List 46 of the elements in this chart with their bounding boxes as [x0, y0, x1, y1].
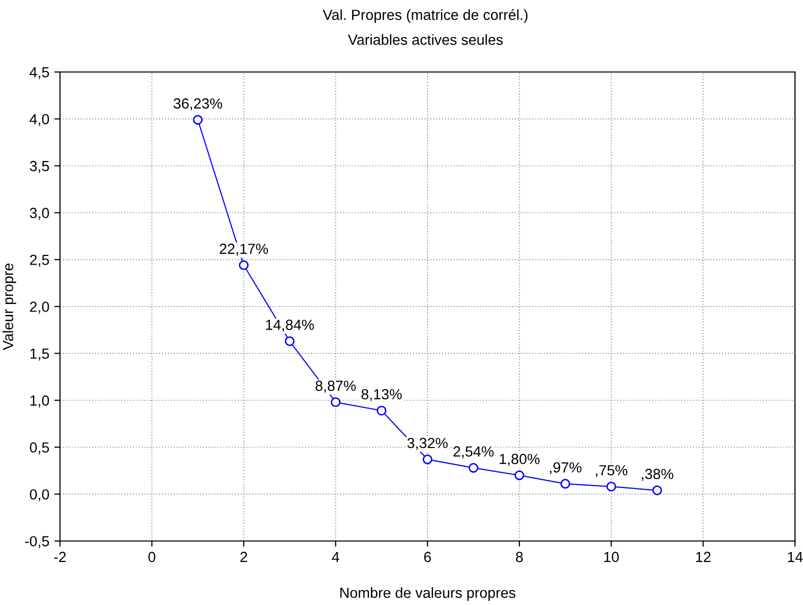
x-tick-label: 6: [424, 552, 431, 562]
x-tick-label: 2: [240, 552, 248, 562]
point: [652, 485, 662, 496]
y-tick-label: 3,5: [30, 160, 49, 173]
chart-title: Val. Propres (matrice de corrél.): [322, 9, 528, 23]
point: [238, 260, 249, 270]
y-tick-label: -0,5: [25, 536, 49, 548]
y-tick-label: 3,0: [30, 208, 50, 220]
y-tick-label: 2,5: [30, 254, 49, 267]
y-tick-label: 1,0: [30, 395, 50, 408]
annotation: 2,54%: [453, 446, 494, 458]
annotation: ,97%: [550, 462, 582, 474]
annotation: 3,32%: [407, 438, 448, 450]
point: [192, 114, 203, 125]
x-tick-label: 8: [516, 552, 523, 562]
annotation: 1,80%: [500, 454, 540, 466]
y-axis-title: Valeur propre: [2, 264, 16, 350]
point: [514, 470, 524, 480]
x-tick-label: 14: [788, 552, 803, 562]
annotation: 8,87%: [316, 380, 356, 393]
x-tick-label: 4: [332, 552, 340, 562]
x-tick-label: 10: [604, 552, 619, 562]
y-tick-label: 1,5: [30, 348, 49, 361]
annotation: 22,17%: [220, 244, 268, 256]
y-tick-label: 0,5: [30, 442, 49, 454]
point: [606, 482, 616, 492]
x-tick-label: 12: [696, 552, 711, 562]
point: [560, 478, 570, 489]
annotation: ,38%: [642, 468, 674, 481]
x-axis-title: Nombre de valeurs propres: [340, 587, 516, 601]
annotation: ,75%: [596, 465, 628, 478]
annotation: 8,13%: [362, 389, 402, 402]
y-tick-label: 2,0: [30, 302, 50, 314]
annotation: 36,23%: [174, 98, 222, 110]
point: [284, 336, 295, 346]
point: [468, 462, 478, 473]
chart-subtitle: Variables actives seules: [348, 34, 503, 45]
y-tick-label: 0,0: [30, 489, 50, 502]
x-tick-label: 0: [148, 552, 156, 562]
point: [422, 454, 432, 464]
point: [330, 397, 340, 408]
x-tick-label: -2: [54, 552, 66, 562]
annotation: 14,84%: [266, 320, 314, 332]
y-tick-label: 4,0: [30, 114, 50, 126]
y-tick-label: 4,5: [30, 67, 49, 80]
point: [376, 406, 386, 416]
